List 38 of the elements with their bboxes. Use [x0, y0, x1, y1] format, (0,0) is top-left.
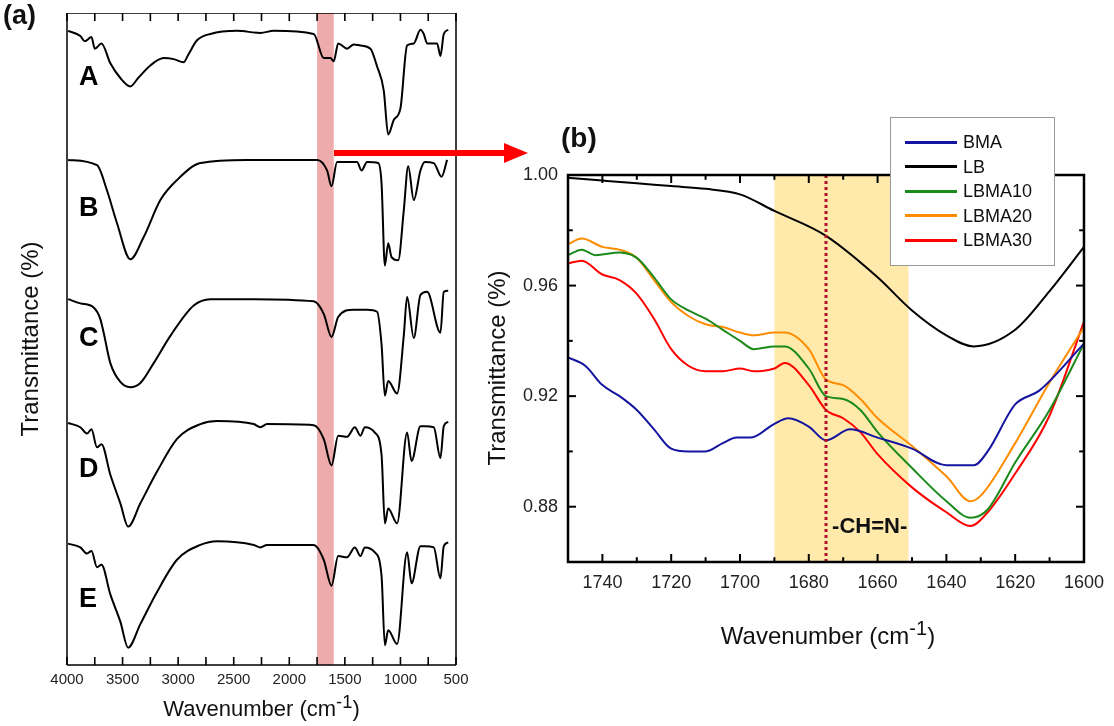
legend-label: LBMA20	[962, 205, 1032, 226]
y-axis-title: Transmittance (%)	[483, 270, 510, 466]
x-tick-label: 3000	[161, 670, 195, 688]
x-tick-label: 1640	[926, 571, 967, 592]
x-tick-label: 1740	[582, 571, 623, 592]
x-tick-label: 500	[443, 670, 469, 688]
y-tick-label: 1.00	[522, 163, 558, 184]
x-tick-label: 1720	[651, 571, 692, 592]
y-tick-label: 0.96	[522, 274, 558, 295]
x-tick-label: 4000	[50, 670, 84, 688]
legend-label: LBMA10	[962, 181, 1032, 202]
annotation: C	[79, 322, 99, 353]
line-series	[568, 342, 1084, 467]
x-tick-label: 3500	[105, 670, 140, 688]
annotation: A	[79, 61, 99, 92]
y-tick-label: 0.88	[522, 495, 558, 516]
x-tick-label: 1680	[788, 571, 829, 592]
annotation: D	[79, 452, 99, 483]
y-tick-label: 0.92	[522, 385, 558, 406]
x-tick-label: 1600	[1063, 571, 1104, 592]
band-label: -CH=N-	[832, 513, 908, 539]
x-tick-label: 1500	[328, 670, 362, 688]
annotation: B	[79, 191, 99, 222]
x-tick-label: 2500	[217, 670, 251, 688]
legend-label: LBMA30	[962, 230, 1032, 251]
legend-label: LB	[962, 156, 985, 177]
chart-title: (a)	[3, 0, 36, 30]
annotation: E	[79, 583, 98, 614]
x-axis-title: Wavenumber (cm$^{-1}$)	[163, 691, 360, 722]
x-tick-label: 1000	[383, 670, 418, 688]
x-tick-label: 1700	[719, 571, 761, 592]
chart-title: (b)	[561, 122, 597, 153]
x-axis-title: Wavenumber (cm$^{-1}$)	[720, 617, 936, 649]
x-tick-label: 1620	[995, 571, 1036, 592]
y-axis-title: Transmittance (%)	[16, 241, 43, 437]
legend-label: BMA	[962, 132, 1002, 153]
x-tick-label: 2000	[272, 670, 306, 688]
x-tick-label: 1660	[857, 571, 898, 592]
